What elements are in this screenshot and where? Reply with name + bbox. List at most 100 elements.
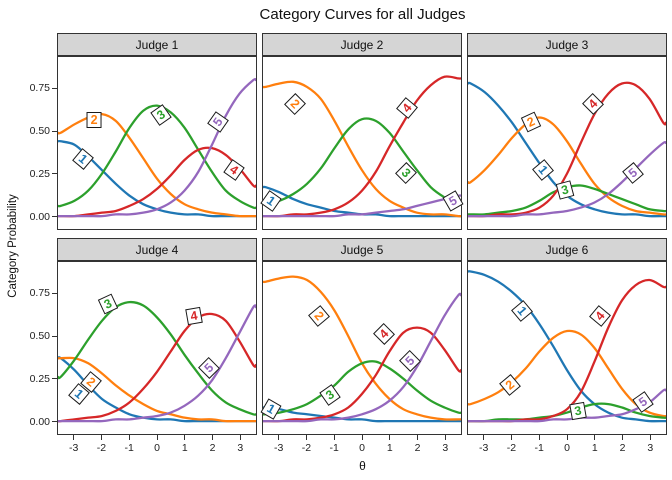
y-tick-mark bbox=[52, 173, 57, 175]
y-tick-label: 0.25 bbox=[29, 372, 50, 385]
x-tick-mark bbox=[444, 435, 446, 440]
facet-plot-judge-1 bbox=[58, 77, 256, 218]
facet-strip-label: Judge 2 bbox=[340, 37, 384, 52]
curve-category-3 bbox=[263, 360, 461, 416]
curve-category-5 bbox=[58, 77, 256, 218]
x-tick-mark bbox=[333, 435, 335, 440]
x-tick-label: 3 bbox=[647, 442, 654, 454]
x-tick-mark bbox=[594, 435, 596, 440]
y-tick-mark bbox=[52, 292, 57, 294]
x-tick-label: 2 bbox=[209, 442, 216, 454]
curve-category-3 bbox=[58, 104, 256, 210]
curve-category-3 bbox=[468, 402, 666, 423]
facet-plot-judge-4 bbox=[58, 300, 256, 423]
x-tick-mark bbox=[483, 435, 485, 440]
y-tick-mark bbox=[52, 130, 57, 132]
x-tick-label: 1 bbox=[591, 442, 598, 454]
y-tick-label: 0.00 bbox=[29, 210, 50, 223]
facet-plot-judge-2 bbox=[263, 75, 461, 218]
x-tick-label: -2 bbox=[96, 442, 107, 454]
curve-category-2 bbox=[58, 356, 256, 423]
curve-category-1 bbox=[468, 270, 666, 423]
facet-strip-judge-3: Judge 3 bbox=[467, 33, 667, 56]
curve-label-category-4: 4 bbox=[185, 307, 203, 326]
x-tick-mark bbox=[239, 435, 241, 440]
x-tick-label: 2 bbox=[414, 442, 421, 454]
facet-strip-judge-5: Judge 5 bbox=[262, 238, 462, 261]
y-tick-mark bbox=[52, 378, 57, 380]
facet-strip-label: Judge 4 bbox=[135, 242, 179, 257]
y-tick-label: 0.50 bbox=[29, 330, 50, 342]
facet-strip-label: Judge 1 bbox=[135, 37, 179, 52]
curve-category-3 bbox=[263, 117, 461, 206]
x-tick-label: -3 bbox=[69, 442, 79, 454]
curve-category-4 bbox=[58, 146, 256, 218]
x-tick-label: -3 bbox=[274, 442, 284, 454]
x-tick-mark bbox=[73, 435, 75, 440]
curve-category-4 bbox=[468, 81, 666, 218]
x-tick-label: 0 bbox=[564, 442, 570, 454]
x-tick-mark bbox=[278, 435, 280, 440]
y-tick-label: 0.25 bbox=[29, 167, 50, 180]
x-tick-label: -3 bbox=[479, 442, 489, 454]
x-tick-label: 3 bbox=[442, 442, 449, 454]
x-tick-label: 0 bbox=[154, 442, 160, 454]
facet-strip-judge-2: Judge 2 bbox=[262, 33, 462, 56]
facet-strip-judge-6: Judge 6 bbox=[467, 238, 667, 261]
x-tick-label: 1 bbox=[181, 442, 188, 454]
curve-category-4 bbox=[58, 312, 256, 423]
x-tick-label: 1 bbox=[386, 442, 393, 454]
facet-strip-judge-1: Judge 1 bbox=[57, 33, 257, 56]
x-tick-mark bbox=[212, 435, 214, 440]
x-tick-mark bbox=[361, 435, 363, 440]
x-tick-label: 3 bbox=[237, 442, 244, 454]
x-tick-mark bbox=[156, 435, 158, 440]
x-tick-mark bbox=[305, 435, 307, 440]
x-tick-mark bbox=[510, 435, 512, 440]
curve-category-5 bbox=[263, 292, 461, 423]
curve-category-2 bbox=[263, 80, 461, 218]
curve-label-category-3: 3 bbox=[568, 401, 587, 421]
y-tick-mark bbox=[52, 421, 57, 423]
facet-strip-judge-4: Judge 4 bbox=[57, 238, 257, 261]
facet-strip-label: Judge 3 bbox=[545, 37, 589, 52]
x-tick-mark bbox=[622, 435, 624, 440]
y-tick-mark bbox=[52, 216, 57, 218]
y-tick-mark bbox=[52, 335, 57, 337]
chart-title: Category Curves for all Judges bbox=[259, 6, 466, 23]
x-tick-mark bbox=[538, 435, 540, 440]
y-tick-mark bbox=[52, 87, 57, 89]
x-tick-mark bbox=[566, 435, 568, 440]
x-tick-label: -2 bbox=[506, 442, 517, 454]
x-tick-mark bbox=[649, 435, 651, 440]
curve-category-5 bbox=[58, 304, 256, 423]
facet-plot-judge-6 bbox=[468, 270, 666, 423]
x-tick-label: 0 bbox=[359, 442, 365, 454]
curve-category-4 bbox=[263, 75, 461, 218]
x-axis-title: θ bbox=[359, 459, 366, 473]
curve-label-category-2: 2 bbox=[86, 111, 102, 128]
x-tick-mark bbox=[128, 435, 130, 440]
y-axis-title: Category Probability bbox=[7, 194, 19, 298]
y-tick-label: 0.75 bbox=[29, 82, 50, 94]
facet-plot-judge-5 bbox=[263, 275, 461, 423]
curve-category-4 bbox=[263, 326, 461, 423]
facet-plot-judge-3 bbox=[468, 81, 666, 218]
x-tick-label: -1 bbox=[124, 442, 134, 454]
curve-category-5 bbox=[468, 140, 666, 218]
curve-category-3 bbox=[58, 300, 256, 416]
y-tick-label: 0.00 bbox=[29, 415, 50, 428]
facet-strip-label: Judge 5 bbox=[340, 242, 384, 257]
x-tick-label: -1 bbox=[329, 442, 339, 454]
x-tick-mark bbox=[417, 435, 419, 440]
x-tick-label: -2 bbox=[301, 442, 312, 454]
curve-category-2 bbox=[263, 275, 461, 421]
curve-category-1 bbox=[263, 406, 461, 423]
y-tick-label: 0.75 bbox=[29, 287, 50, 299]
